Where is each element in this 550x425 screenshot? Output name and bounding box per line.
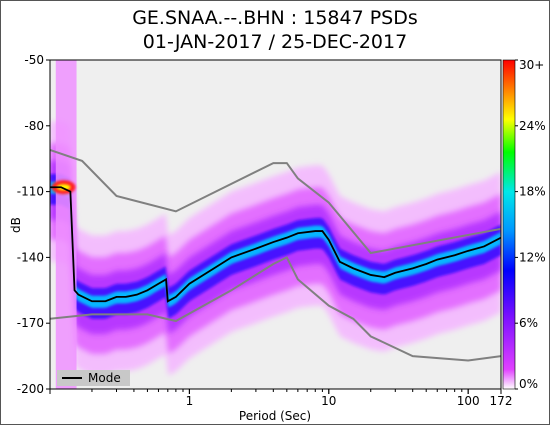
density-short-period	[55, 60, 77, 389]
colorbar	[502, 59, 516, 390]
y-tick-label: -200	[17, 382, 44, 396]
y-axis-label: dB	[9, 217, 23, 233]
y-tick-label: -50	[24, 53, 44, 67]
x-axis: 1 10 100 172	[49, 389, 513, 408]
x-tick-label: 100	[457, 394, 480, 408]
noise-models	[50, 148, 501, 362]
legend-mode-label: Mode	[88, 371, 121, 385]
density-short-period-core	[56, 184, 71, 191]
y-tick-label: -170	[17, 316, 44, 330]
plot-border	[49, 59, 502, 390]
chart-title: GE.SNAA.--.BHN : 15847 PSDs	[132, 7, 418, 29]
high-noise-model	[50, 148, 501, 255]
x-tick-label: 172	[490, 394, 513, 408]
colorbar-tick-label: 24%	[519, 119, 546, 133]
colorbar-tick-label: 6%	[519, 316, 538, 330]
colorbar-tick-label: 12%	[519, 250, 546, 264]
x-axis-label: Period (Sec)	[239, 409, 311, 423]
low-noise-model	[50, 256, 501, 362]
colorbar-tick-label: 0%	[519, 377, 538, 391]
mode-series	[50, 186, 501, 303]
y-axis: -50 -80 -110 -140 -170 -200	[17, 53, 50, 396]
legend: Mode	[57, 370, 130, 386]
colorbar-ticks: 0% 6% 12% 18% 24% 30+	[515, 58, 546, 391]
chart-subtitle: 01-JAN-2017 / 25-DEC-2017	[142, 31, 408, 53]
x-tick-label: 1	[186, 394, 194, 408]
colorbar-tick-label: 30+	[519, 58, 544, 72]
x-tick-label: 10	[321, 394, 336, 408]
legend-box	[57, 370, 130, 386]
colorbar-tick-label: 18%	[519, 185, 546, 199]
y-tick-label: -140	[17, 250, 44, 264]
y-tick-label: -110	[17, 185, 44, 199]
mode-line	[50, 186, 501, 303]
y-tick-label: -80	[24, 119, 44, 133]
